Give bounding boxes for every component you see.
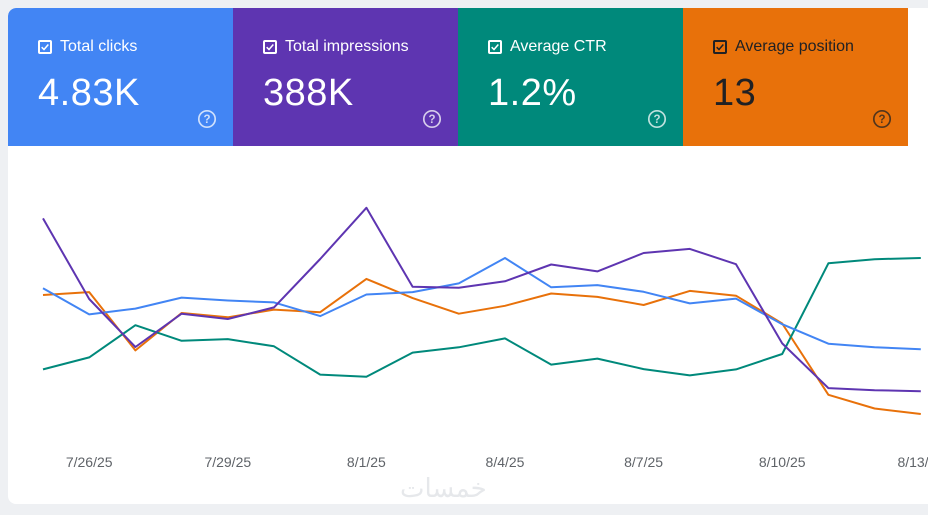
x-tick-label: 8/13/25 — [897, 454, 928, 470]
watermark-logo: خمسات — [400, 474, 487, 504]
metric-value: 388K — [263, 72, 354, 114]
metric-value: 4.83K — [38, 72, 140, 114]
metric-label: Average position — [735, 38, 854, 55]
metric-card-header: Total impressions — [263, 38, 409, 56]
metric-card-header: Average position — [713, 38, 854, 56]
checkbox-checked-icon[interactable] — [713, 40, 727, 54]
help-circle-icon[interactable]: ? — [422, 109, 442, 129]
checkbox-checked-icon[interactable] — [488, 40, 502, 54]
svg-text:?: ? — [203, 114, 210, 126]
metric-card-average-position[interactable]: Average position 13 ? — [683, 8, 908, 146]
help-circle-icon[interactable]: ? — [647, 109, 667, 129]
x-tick-label: 8/1/25 — [347, 454, 386, 470]
checkbox-checked-icon[interactable] — [38, 40, 52, 54]
series-line-average-ctr — [42, 257, 921, 378]
x-tick-label: 8/10/25 — [759, 454, 806, 470]
help-circle-icon[interactable]: ? — [872, 109, 892, 129]
svg-text:?: ? — [653, 114, 660, 126]
performance-line-chart[interactable]: 7/26/25 7/29/25 8/1/25 8/4/25 8/7/25 8/10/25 8… — [8, 146, 928, 504]
metric-card-total-clicks[interactable]: Total clicks 4.83K ? — [8, 8, 233, 146]
metric-card-total-impressions[interactable]: Total impressions 388K ? — [233, 8, 458, 146]
series-line-total-clicks — [42, 257, 921, 351]
help-circle-icon[interactable]: ? — [197, 109, 217, 129]
metric-label: Total clicks — [60, 38, 138, 55]
metric-label: Total impressions — [285, 38, 409, 55]
x-tick-label: 7/26/25 — [66, 454, 113, 470]
x-tick-label: 8/4/25 — [486, 454, 525, 470]
x-tick-label: 7/29/25 — [204, 454, 251, 470]
performance-panel: Total clicks 4.83K ? Total impressions 3… — [8, 8, 928, 504]
series-line-total-impressions — [42, 206, 921, 393]
metric-card-header: Average CTR — [488, 38, 607, 56]
metric-card-average-ctr[interactable]: Average CTR 1.2% ? — [458, 8, 683, 146]
x-tick-label: 8/7/25 — [624, 454, 663, 470]
svg-text:?: ? — [428, 114, 435, 126]
metric-value: 13 — [713, 72, 757, 114]
metric-value: 1.2% — [488, 72, 577, 114]
metric-card-header: Total clicks — [38, 38, 137, 56]
metric-label: Average CTR — [510, 38, 607, 55]
checkbox-checked-icon[interactable] — [263, 40, 277, 54]
svg-text:?: ? — [878, 114, 885, 126]
metric-cards: Total clicks 4.83K ? Total impressions 3… — [8, 8, 909, 146]
